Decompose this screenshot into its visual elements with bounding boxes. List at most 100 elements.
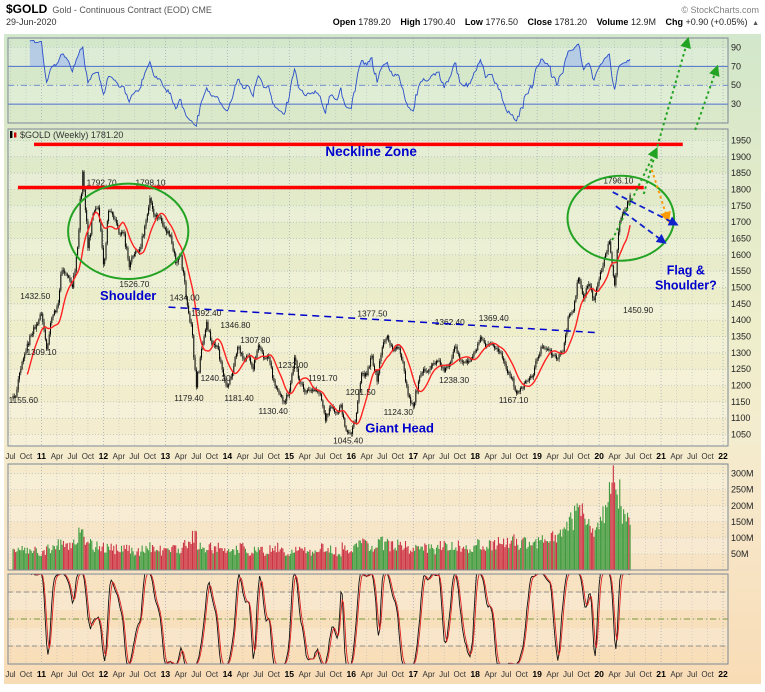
svg-text:1350: 1350 [731,332,751,342]
svg-text:1167.10: 1167.10 [499,395,529,405]
svg-text:Apr: Apr [361,670,374,679]
chg-value: +0.90 (+0.05%) [685,17,748,27]
chg-label: Chg [665,17,683,27]
svg-text:1377.50: 1377.50 [357,309,387,319]
svg-text:Oct: Oct [144,670,157,679]
svg-text:1526.70: 1526.70 [119,279,149,289]
svg-text:Jul: Jul [687,452,697,461]
high-value: 1790.40 [422,17,456,27]
annotation-text: Flag & [667,263,705,277]
svg-text:Oct: Oct [392,670,405,679]
breakout-arrow [642,36,691,195]
svg-text:1179.40: 1179.40 [174,393,204,403]
svg-text:Apr: Apr [299,452,312,461]
x-axis-labels: Jul Oct 11 Apr Jul Oct 12 Apr Jul Oct 13 Apr Jul Oct 1… [5,451,728,679]
svg-text:1434.00: 1434.00 [170,292,200,302]
svg-text:1900: 1900 [731,152,751,162]
svg-text:Apr: Apr [670,452,683,461]
svg-text:Jul: Jul [253,452,263,461]
svg-text:1792.70: 1792.70 [87,177,117,187]
svg-text:Oct: Oct [20,452,33,461]
svg-text:Jul: Jul [501,670,511,679]
svg-text:22: 22 [718,669,728,679]
svg-text:20: 20 [594,669,604,679]
change-up-icon: ▲ [752,20,759,27]
svg-text:Apr: Apr [546,670,559,679]
svg-text:1155.60: 1155.60 [9,395,39,405]
svg-text:Apr: Apr [361,452,374,461]
svg-text:Jul: Jul [191,670,201,679]
candlestick-icon [10,131,13,138]
chart-date: 29-Jun-2020 [6,17,57,27]
svg-text:300M: 300M [731,469,754,479]
svg-text:Oct: Oct [639,452,652,461]
rsi-line [29,39,631,128]
low-value: 1776.50 [485,17,518,27]
svg-text:Apr: Apr [237,670,250,679]
svg-text:12: 12 [99,451,109,461]
svg-text:Jul: Jul [563,670,573,679]
svg-text:1191.70: 1191.70 [308,373,338,383]
svg-text:Oct: Oct [701,670,714,679]
svg-text:Oct: Oct [515,670,528,679]
svg-text:1346.80: 1346.80 [220,320,250,330]
volume-label: Volume [596,17,629,27]
svg-text:Oct: Oct [639,670,652,679]
svg-text:15: 15 [285,451,295,461]
svg-text:Apr: Apr [237,452,250,461]
svg-text:Jul: Jul [377,452,387,461]
svg-text:Oct: Oct [577,452,590,461]
svg-text:Apr: Apr [113,452,126,461]
svg-text:1232.00: 1232.00 [278,360,308,370]
svg-text:Jul: Jul [501,452,511,461]
svg-text:Jul: Jul [191,452,201,461]
symbol-description: Gold - Continuous Contract (EOD) CME [52,5,212,15]
svg-text:1238.30: 1238.30 [439,375,469,385]
svg-text:Apr: Apr [175,670,188,679]
high-label: High [400,17,421,27]
svg-text:Jul: Jul [253,670,263,679]
svg-text:1700: 1700 [731,217,751,227]
svg-text:70: 70 [731,61,741,71]
svg-text:Apr: Apr [546,452,559,461]
svg-text:30: 30 [731,99,741,109]
svg-text:Jul: Jul [625,670,635,679]
svg-text:1392.40: 1392.40 [191,308,221,318]
svg-text:Jul: Jul [67,452,77,461]
svg-text:13: 13 [161,669,171,679]
annotation-text: Neckline Zone [325,144,417,159]
svg-text:Oct: Oct [330,670,343,679]
svg-text:90: 90 [731,42,741,52]
svg-text:250M: 250M [731,485,754,495]
svg-text:Oct: Oct [268,670,281,679]
svg-text:Apr: Apr [51,452,64,461]
svg-text:Apr: Apr [608,670,621,679]
svg-text:Oct: Oct [268,452,281,461]
svg-text:19: 19 [532,669,542,679]
rsi-panel [8,39,728,128]
svg-text:1450.90: 1450.90 [623,305,653,315]
svg-text:Oct: Oct [144,452,157,461]
svg-text:18: 18 [470,669,480,679]
svg-text:1240.20: 1240.20 [201,373,231,383]
rsi-overbought-fill [29,40,631,67]
svg-text:Jul: Jul [315,452,325,461]
stochastic-d-line [33,573,631,665]
svg-text:1362.40: 1362.40 [435,317,465,327]
svg-text:Jul: Jul [5,670,15,679]
svg-text:Apr: Apr [113,670,126,679]
svg-text:Oct: Oct [206,452,219,461]
low-label: Low [464,17,483,27]
shoulder-ellipse [67,182,190,281]
svg-text:13: 13 [161,451,171,461]
svg-text:1250: 1250 [731,364,751,374]
svg-text:1181.40: 1181.40 [224,393,254,403]
chart-background [4,34,761,684]
svg-text:1201.50: 1201.50 [346,387,376,397]
svg-text:22: 22 [718,451,728,461]
svg-text:Apr: Apr [422,670,435,679]
svg-text:50: 50 [731,80,741,90]
svg-text:Jul: Jul [5,452,15,461]
svg-text:1130.40: 1130.40 [259,406,289,416]
svg-text:Oct: Oct [206,670,219,679]
